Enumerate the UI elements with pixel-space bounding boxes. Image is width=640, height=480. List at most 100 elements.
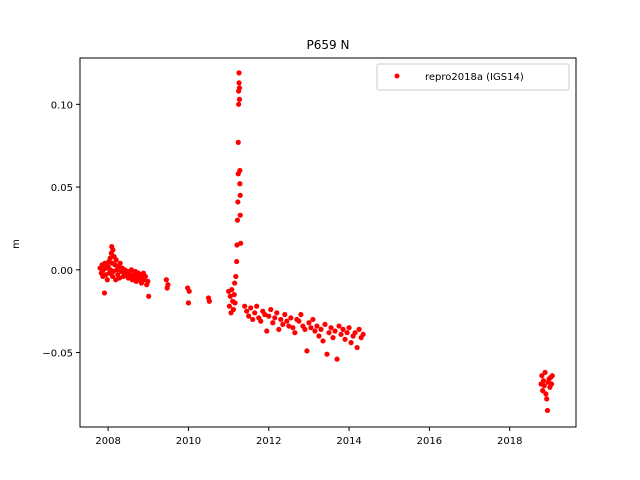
data-point bbox=[284, 318, 290, 324]
data-point bbox=[117, 260, 123, 266]
data-point bbox=[340, 326, 346, 332]
data-point bbox=[252, 310, 258, 316]
data-point bbox=[539, 373, 545, 379]
legend-label: repro2018a (IGS14) bbox=[425, 72, 524, 83]
data-point bbox=[230, 306, 237, 313]
data-point bbox=[262, 311, 268, 318]
scatter-series bbox=[97, 70, 555, 414]
data-point bbox=[322, 321, 328, 328]
data-point bbox=[272, 315, 278, 321]
data-point bbox=[548, 381, 555, 387]
data-point bbox=[326, 330, 332, 336]
plot-frame bbox=[79, 57, 577, 428]
legend-box bbox=[376, 63, 570, 91]
data-point bbox=[236, 85, 243, 91]
data-point bbox=[540, 388, 546, 394]
y-axis-ticks: −0.05 0.00 0.05 0.10 bbox=[42, 100, 80, 360]
data-point bbox=[237, 181, 243, 187]
y-tick-label: 0.05 bbox=[51, 183, 73, 194]
data-point bbox=[356, 326, 362, 332]
data-point bbox=[288, 315, 294, 321]
data-point bbox=[236, 101, 242, 107]
x-tick-label: 2008 bbox=[95, 436, 120, 447]
data-point bbox=[109, 273, 116, 280]
data-point bbox=[102, 260, 108, 266]
x-tick-label: 2012 bbox=[256, 436, 281, 447]
data-point bbox=[324, 351, 330, 357]
data-point bbox=[318, 326, 324, 332]
data-point bbox=[101, 290, 108, 296]
data-point bbox=[549, 373, 555, 379]
data-point bbox=[233, 273, 239, 280]
data-point bbox=[330, 335, 336, 341]
data-point bbox=[270, 320, 276, 326]
data-point bbox=[238, 240, 244, 246]
data-point bbox=[165, 282, 171, 288]
data-point bbox=[234, 217, 241, 223]
legend-marker bbox=[394, 73, 400, 79]
legend: repro2018a (IGS14) bbox=[376, 63, 570, 91]
data-point bbox=[344, 330, 350, 336]
data-point bbox=[346, 325, 352, 331]
data-point bbox=[110, 247, 116, 253]
data-point bbox=[232, 280, 238, 286]
data-point bbox=[142, 273, 149, 280]
y-axis-label: m bbox=[11, 239, 22, 249]
data-point bbox=[308, 325, 314, 331]
data-point bbox=[268, 306, 274, 313]
data-point bbox=[544, 396, 550, 402]
x-tick-label: 2018 bbox=[497, 436, 522, 447]
data-point bbox=[116, 275, 122, 281]
data-point bbox=[250, 316, 256, 323]
data-point bbox=[276, 326, 282, 332]
data-point bbox=[306, 320, 312, 326]
data-point bbox=[334, 356, 340, 362]
x-tick-label: 2016 bbox=[417, 436, 442, 447]
chart-title: P659 N bbox=[307, 38, 350, 52]
data-point bbox=[229, 287, 235, 293]
data-point bbox=[163, 277, 169, 283]
data-point bbox=[543, 391, 549, 397]
data-point bbox=[227, 293, 233, 299]
data-point bbox=[234, 258, 240, 265]
data-point bbox=[302, 326, 308, 332]
data-point bbox=[104, 277, 110, 283]
data-point bbox=[304, 348, 310, 354]
data-point bbox=[348, 340, 354, 346]
data-point bbox=[352, 330, 358, 336]
data-point bbox=[316, 333, 322, 339]
x-tick-label: 2010 bbox=[176, 436, 201, 447]
data-point bbox=[237, 167, 243, 174]
data-point bbox=[280, 321, 286, 328]
data-point bbox=[298, 311, 304, 318]
data-point bbox=[296, 318, 302, 324]
data-point bbox=[314, 323, 320, 329]
data-point bbox=[544, 407, 551, 414]
data-point bbox=[278, 316, 284, 323]
data-point bbox=[264, 328, 270, 334]
data-point bbox=[310, 316, 316, 323]
data-point bbox=[246, 313, 252, 319]
data-point bbox=[274, 310, 280, 316]
data-point bbox=[237, 212, 243, 218]
y-tick-label: 0.00 bbox=[51, 266, 73, 277]
data-point bbox=[237, 192, 243, 198]
data-point bbox=[206, 298, 212, 304]
data-point bbox=[185, 300, 192, 306]
data-point bbox=[235, 199, 241, 205]
data-point bbox=[231, 292, 237, 298]
data-point bbox=[332, 328, 338, 334]
data-point bbox=[338, 331, 344, 337]
data-point bbox=[186, 288, 192, 294]
y-tick-label: 0.10 bbox=[51, 100, 73, 111]
data-point bbox=[258, 318, 264, 324]
data-point bbox=[235, 139, 241, 145]
data-point bbox=[145, 278, 151, 284]
data-point bbox=[236, 70, 242, 76]
data-point bbox=[342, 336, 348, 342]
data-point bbox=[107, 255, 113, 261]
data-point bbox=[248, 305, 254, 311]
data-point bbox=[282, 311, 288, 318]
data-point bbox=[226, 303, 232, 309]
